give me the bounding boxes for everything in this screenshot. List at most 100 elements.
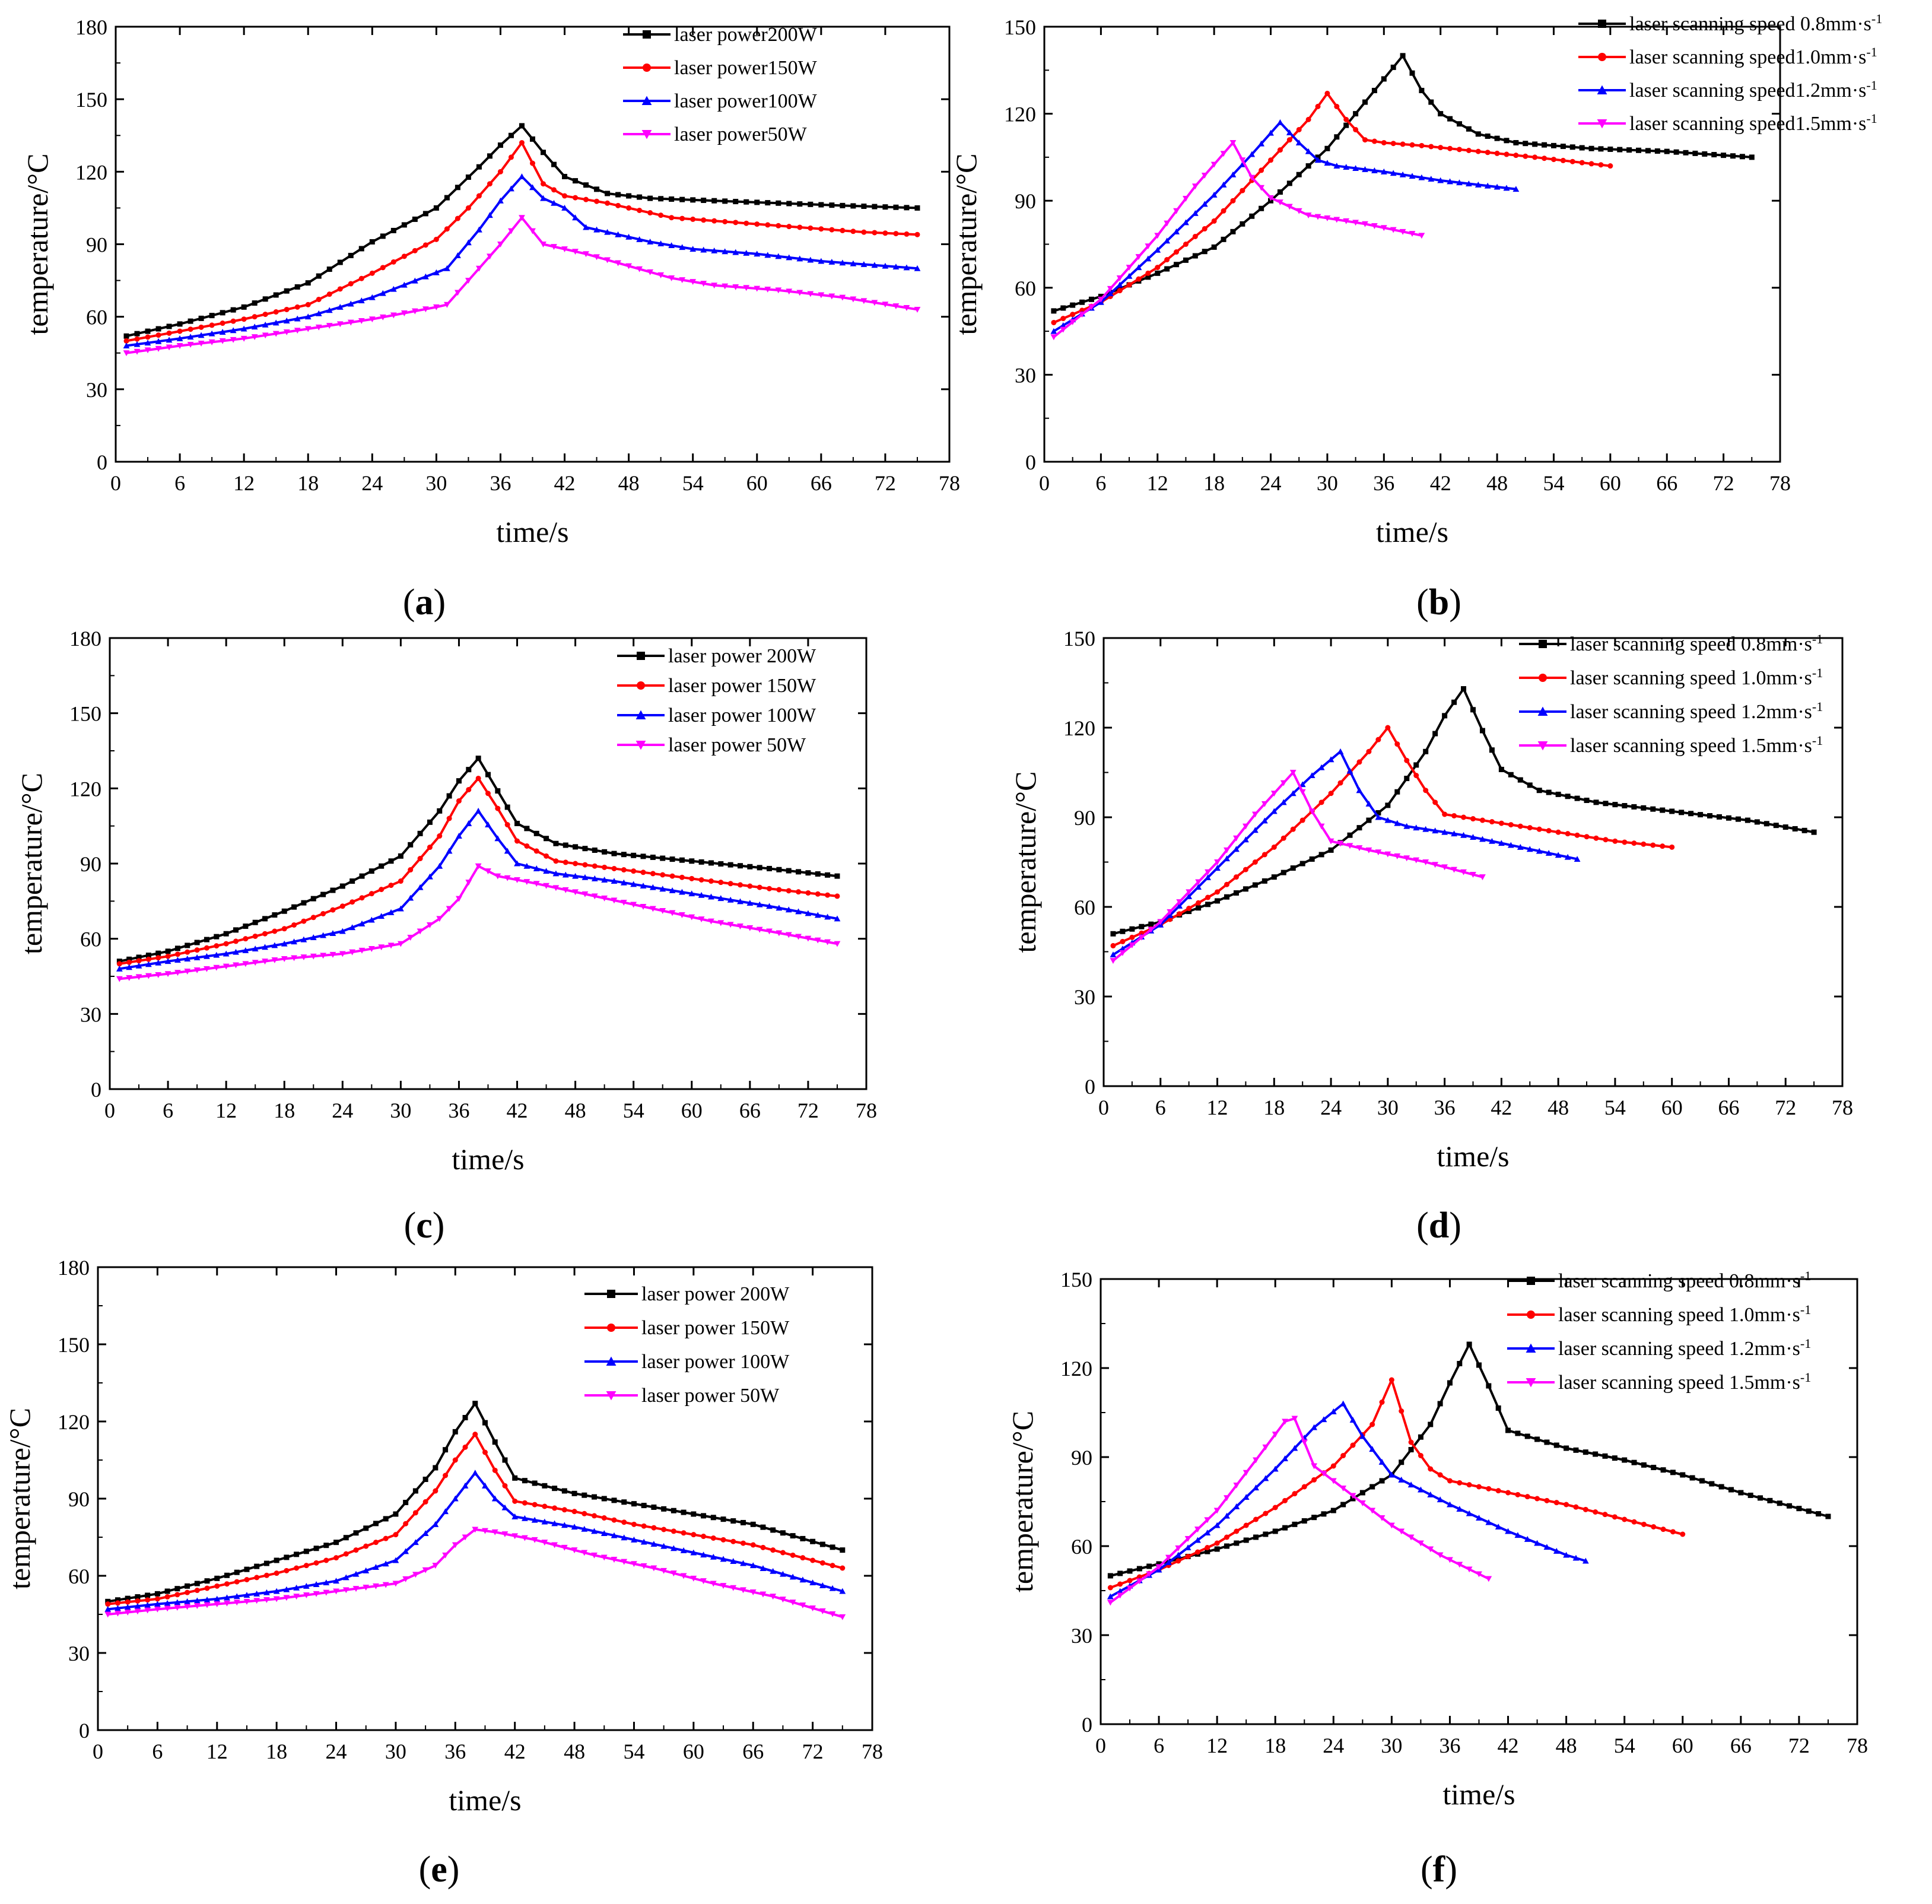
data-point (861, 204, 867, 210)
data-point (1201, 172, 1208, 179)
y-tick-label: 60 (86, 306, 107, 329)
data-point (542, 1503, 548, 1509)
data-point (343, 1535, 349, 1541)
data-point (323, 1543, 329, 1548)
data-point (1526, 846, 1533, 852)
data-point (115, 1597, 120, 1603)
data-point (631, 1521, 637, 1527)
data-point (1504, 151, 1510, 157)
data-point (329, 930, 336, 937)
legend-entry-label: laser scanning speed 1.5mm·s-1 (1570, 733, 1823, 757)
legend-marker (641, 130, 652, 139)
chart-panel-c: 0 6 12 18 24 30 36 42 48 54 60 66 72 7803060901201501… (15, 627, 877, 1176)
data-point (390, 285, 397, 292)
chart-panel-a: 0 6 12 18 24 30 36 42 48 54 60 66 72 7803060901201501… (21, 15, 960, 548)
data-point (1394, 853, 1401, 859)
data-point (679, 244, 686, 250)
data-point (840, 1547, 846, 1553)
data-point (233, 927, 239, 933)
data-point (1388, 1522, 1395, 1529)
data-point (1243, 886, 1248, 892)
data-point (741, 1519, 746, 1525)
data-point (1299, 817, 1305, 823)
data-point (800, 1535, 806, 1541)
data-point (294, 304, 300, 310)
data-point (690, 1575, 697, 1582)
data-point (1243, 1494, 1250, 1500)
data-point (1369, 1508, 1376, 1514)
data-point (1747, 1492, 1753, 1498)
data-point (1381, 76, 1387, 82)
x-tick-label: 6 (1155, 1096, 1166, 1119)
data-point (805, 870, 811, 876)
data-point (640, 1538, 647, 1545)
data-point (1186, 893, 1193, 899)
data-point (352, 1586, 360, 1592)
data-point (1399, 1408, 1404, 1414)
data-point (834, 893, 840, 899)
data-point (1698, 812, 1704, 818)
data-point (1612, 838, 1618, 844)
data-point (1534, 1496, 1540, 1502)
data-point (1173, 228, 1180, 234)
data-point (1564, 853, 1571, 860)
data-point (797, 224, 803, 230)
data-point (1460, 832, 1467, 838)
data-point (233, 948, 239, 955)
data-point (1466, 1482, 1472, 1488)
y-axis-label: temperature/°C (3, 1408, 36, 1589)
data-point (757, 865, 762, 871)
series-4 (1050, 139, 1425, 341)
data-point (818, 202, 824, 208)
data-point (760, 1565, 767, 1571)
data-point (581, 1492, 587, 1498)
data-point (244, 1577, 250, 1582)
data-point (359, 895, 365, 901)
y-axis-label: temperature/°C (1009, 772, 1042, 953)
data-point (444, 226, 450, 232)
data-point (620, 879, 627, 886)
data-point (809, 1579, 816, 1586)
data-point (1457, 1480, 1463, 1486)
data-point (1801, 827, 1807, 833)
data-point (105, 1601, 111, 1607)
data-point (198, 332, 205, 338)
data-point (134, 331, 140, 337)
data-point (363, 1543, 369, 1549)
data-point (1375, 737, 1381, 742)
x-tick-label: 36 (1439, 1734, 1460, 1757)
data-point (1267, 129, 1274, 136)
data-point (476, 226, 482, 233)
data-point (1116, 281, 1123, 288)
data-point (1579, 145, 1585, 151)
data-point (1418, 233, 1425, 239)
data-point (1651, 1465, 1657, 1470)
x-tick-label: 18 (1263, 1096, 1285, 1119)
data-point (1365, 847, 1372, 853)
data-point (313, 1581, 320, 1587)
data-point (166, 330, 172, 336)
data-point (1413, 824, 1420, 831)
data-point (1337, 780, 1343, 786)
data-point (349, 949, 356, 956)
data-point (252, 919, 258, 925)
x-tick-label: 66 (742, 1740, 764, 1763)
data-point (561, 1488, 567, 1494)
data-point (1107, 285, 1114, 292)
data-point (1318, 852, 1324, 858)
data-point (660, 1567, 668, 1574)
data-point (1485, 133, 1491, 139)
data-point (214, 943, 220, 949)
data-point (1324, 215, 1331, 221)
data-point (850, 260, 857, 266)
data-point (1261, 852, 1267, 858)
data-point (615, 260, 622, 266)
data-point (819, 1582, 826, 1588)
data-point (187, 341, 194, 348)
data-point (262, 312, 268, 318)
data-point (701, 198, 707, 204)
data-point (1126, 272, 1133, 279)
data-point (1318, 764, 1325, 770)
data-point (390, 312, 397, 319)
data-point (1271, 844, 1277, 850)
